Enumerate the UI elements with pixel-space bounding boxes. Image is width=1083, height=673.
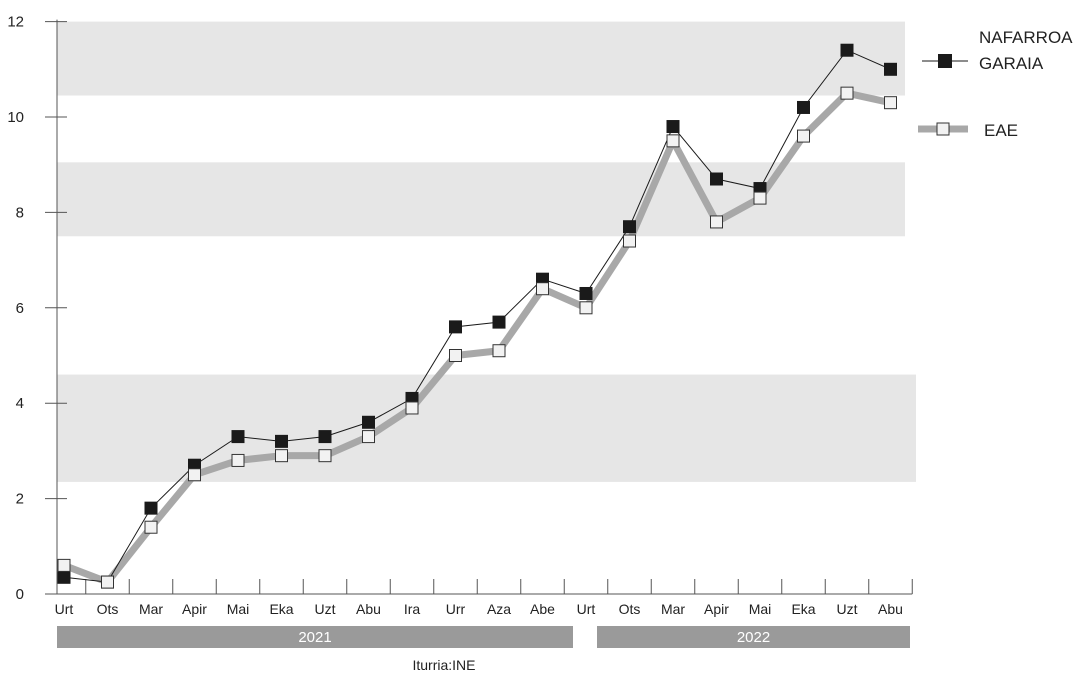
x-tick-label: Mar	[661, 601, 685, 617]
marker-nafarroa-garaia	[492, 315, 506, 329]
x-tick-label: Ots	[619, 601, 641, 617]
marker-eae	[710, 215, 723, 229]
grid-band	[57, 21, 905, 96]
marker-eae	[231, 453, 245, 467]
x-tick-label: Abu	[878, 601, 903, 617]
marker-eae	[362, 430, 375, 444]
x-tick-label: Eka	[791, 601, 815, 617]
marker-nafarroa-garaia	[579, 286, 593, 300]
marker-eae	[623, 234, 636, 248]
marker-eae	[318, 449, 332, 463]
x-tick-label: Uzt	[315, 601, 336, 617]
x-tick-label: Urt	[55, 601, 74, 617]
x-tick-label: Apir	[182, 601, 207, 617]
marker-nafarroa-garaia	[710, 172, 723, 186]
marker-eae	[492, 344, 506, 358]
marker-eae	[144, 520, 158, 534]
year-bars: 2021 2022	[57, 626, 910, 648]
legend-marker-eae	[936, 122, 950, 136]
year-label: 2022	[737, 629, 770, 646]
marker-nafarroa-garaia	[449, 320, 462, 334]
y-tick-label: 0	[16, 586, 24, 603]
marker-nafarroa-garaia	[884, 62, 897, 76]
marker-eae	[101, 575, 114, 589]
marker-eae	[840, 86, 854, 100]
marker-nafarroa-garaia	[666, 120, 680, 134]
legend-marker-nafarroa-garaia	[938, 54, 952, 68]
series-layer	[57, 43, 897, 589]
year-bar	[57, 626, 573, 648]
marker-nafarroa-garaia	[623, 220, 636, 234]
marker-nafarroa-garaia	[144, 501, 158, 515]
y-tick-label: 2	[16, 491, 24, 508]
year-bar	[597, 626, 910, 648]
legend-label-eae: EAE	[984, 121, 1018, 140]
marker-nafarroa-garaia	[362, 415, 375, 429]
marker-nafarroa-garaia	[840, 43, 854, 57]
x-tick-label: Eka	[269, 601, 293, 617]
y-tick-label: 8	[16, 204, 24, 221]
marker-nafarroa-garaia	[275, 434, 288, 448]
x-tick-label: Urt	[577, 601, 596, 617]
legend-label-nafarroa-garaia: NAFARROA	[979, 28, 1073, 47]
marker-eae	[275, 449, 288, 463]
grid-band	[57, 374, 916, 482]
x-tick-label: Aza	[487, 601, 511, 617]
series-line-nafarroa-garaia	[63, 49, 891, 583]
source-label: Iturria:INE	[412, 657, 475, 673]
background-bands	[57, 21, 916, 482]
x-tick-label: Apir	[704, 601, 729, 617]
marker-eae	[57, 558, 71, 572]
marker-eae	[666, 134, 680, 148]
x-tick-label: Ira	[404, 601, 421, 617]
x-tick-label: Urr	[446, 601, 466, 617]
x-axis: Urt Ots Mar Apir Mai Eka Uzt Abu Ira Urr Aza Abe Urt…	[55, 579, 913, 617]
y-tick-label: 12	[7, 14, 24, 31]
legend-label-nafarroa-garaia: GARAIA	[979, 54, 1044, 73]
x-tick-label: Ots	[97, 601, 119, 617]
marker-eae	[188, 468, 201, 482]
marker-nafarroa-garaia	[797, 100, 810, 114]
x-tick-label: Uzt	[837, 601, 858, 617]
year-label: 2021	[298, 629, 331, 646]
y-axis: 0 2 4 6 8 10 12	[7, 14, 67, 603]
marker-eae	[797, 129, 810, 143]
y-tick-label: 4	[16, 395, 24, 412]
marker-eae	[536, 282, 549, 296]
marker-eae	[579, 301, 593, 315]
x-tick-label: Mai	[749, 601, 772, 617]
marker-eae	[753, 191, 767, 205]
y-tick-label: 6	[16, 300, 24, 317]
x-tick-label: Mar	[139, 601, 163, 617]
x-tick-label: Abe	[530, 601, 555, 617]
marker-eae	[405, 401, 419, 415]
marker-nafarroa-garaia	[231, 430, 245, 444]
marker-nafarroa-garaia	[57, 570, 71, 584]
legend: NAFARROA GARAIA EAE	[918, 28, 1073, 140]
marker-eae	[449, 349, 462, 362]
y-tick-label: 10	[7, 109, 24, 126]
x-tick-label: Abu	[356, 601, 381, 617]
marker-nafarroa-garaia	[318, 430, 332, 444]
x-tick-label: Mai	[227, 601, 250, 617]
marker-eae	[884, 96, 897, 110]
series-line-eae	[62, 89, 892, 586]
